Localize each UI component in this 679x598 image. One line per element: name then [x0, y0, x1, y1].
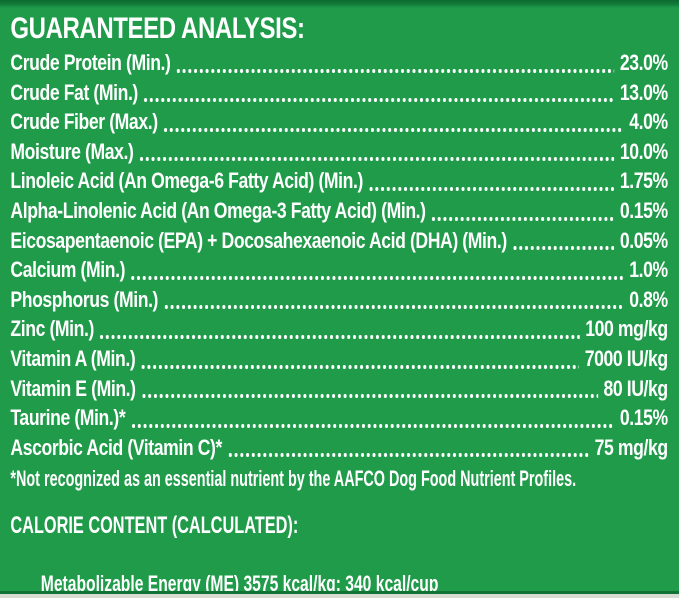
nutrient-label: Taurine (Min.)*: [10, 405, 126, 431]
nutrient-value: 0.15%: [619, 405, 668, 431]
analysis-row: Vitamin E (Min.) 80 IU/kg: [10, 375, 668, 406]
dot-leader: [368, 185, 615, 192]
dot-leader: [139, 156, 615, 163]
nutrient-label: Phosphorus (Min.): [10, 286, 159, 312]
analysis-row: Calcium (Min.) 1.0%: [10, 257, 668, 287]
nutrient-value: 23.0%: [619, 50, 668, 75]
analysis-rows: Crude Protein (Min.) 23.0% Crude Fat (Mi…: [10, 50, 668, 465]
nutrient-value: 100 mg/kg: [585, 316, 668, 342]
analysis-row: Linoleic Acid (An Omega-6 Fatty Acid) (M…: [10, 168, 668, 198]
nutrient-value: 0.15%: [619, 197, 668, 223]
dot-leader: [140, 363, 580, 370]
nutrient-value: 13.0%: [619, 79, 668, 105]
analysis-row: Phosphorus (Min.) 0.8%: [10, 286, 668, 317]
analysis-row: Alpha-Linolenic Acid (An Omega-3 Fatty A…: [10, 197, 668, 228]
nutrient-label: Vitamin A (Min.): [10, 345, 136, 371]
dot-leader: [143, 97, 615, 104]
nutrient-label: Eicosapentaenoic (EPA) + Docosahexaenoic…: [10, 227, 507, 253]
analysis-row: Taurine (Min.)* 0.15%: [10, 405, 668, 435]
nutrient-value: 80 IU/kg: [603, 375, 668, 401]
nutrient-label: Zinc (Min.): [10, 316, 94, 342]
nutrient-value: 1.0%: [629, 257, 668, 283]
analysis-row: Crude Fat (Min.) 13.0%: [10, 79, 668, 110]
dot-leader: [130, 274, 624, 281]
dot-leader: [512, 245, 615, 252]
nutrient-value: 4.0%: [629, 109, 668, 135]
label-top-edge: [0, 0, 679, 8]
nutrient-label: Crude Fiber (Max.): [10, 109, 158, 135]
calorie-content-title: CALORIE CONTENT (CALCULATED):: [10, 512, 299, 540]
nutrient-label: Calcium (Min.): [10, 257, 126, 283]
nutrient-label: Crude Fat (Min.): [10, 79, 138, 105]
dot-leader: [431, 215, 615, 222]
calorie-content-section: CALORIE CONTENT (CALCULATED):: [10, 511, 667, 540]
analysis-row: Crude Fiber (Max.) 4.0%: [10, 109, 668, 139]
nutrient-label: Moisture (Max.): [10, 138, 134, 164]
analysis-row: Crude Protein (Min.) 23.0%: [10, 50, 668, 80]
aafco-footnote-text: *Not recognized as an essential nutrient…: [10, 466, 577, 492]
nutrient-label: Vitamin E (Min.): [10, 375, 136, 401]
analysis-row: Eicosapentaenoic (EPA) + Docosahexaenoic…: [10, 227, 668, 258]
label-bottom-edge: [0, 591, 679, 594]
dot-leader: [163, 126, 624, 133]
analysis-row: Zinc (Min.) 100 mg/kg: [10, 316, 668, 346]
nutrient-value: 75 mg/kg: [594, 434, 668, 460]
nutrient-value: 0.8%: [629, 286, 668, 312]
nutrient-label: Ascorbic Acid (Vitamin C)*: [10, 434, 222, 460]
dot-leader: [227, 452, 590, 459]
dot-leader: [163, 304, 624, 311]
nutrient-label: Crude Protein (Min.): [10, 50, 171, 75]
dot-leader: [141, 393, 598, 400]
analysis-row: Vitamin A (Min.) 7000 IU/kg: [10, 345, 668, 376]
analysis-row: Moisture (Max.) 10.0%: [10, 138, 668, 169]
label-content: GUARANTEED ANALYSIS: Crude Protein (Min.…: [0, 8, 679, 598]
label-bottom-border: [0, 594, 679, 598]
nutrient-label: Alpha-Linolenic Acid (An Omega-3 Fatty A…: [10, 197, 426, 223]
nutrient-value: 7000 IU/kg: [584, 345, 668, 371]
metabolizable-energy-row: Metabolizable Energy (ME) 3575 kcal/kg; …: [10, 540, 667, 598]
analysis-row: Ascorbic Acid (Vitamin C)* 75 mg/kg: [10, 434, 668, 465]
nutrient-value: 0.05%: [619, 227, 668, 253]
guaranteed-analysis-title: GUARANTEED ANALYSIS:: [10, 12, 305, 45]
nutrient-value: 1.75%: [619, 168, 668, 194]
nutrient-value: 10.0%: [619, 138, 668, 164]
nutrient-label: Linoleic Acid (An Omega-6 Fatty Acid) (M…: [10, 168, 363, 194]
dot-leader: [99, 333, 580, 340]
dot-leader: [130, 422, 615, 429]
dot-leader: [176, 67, 615, 74]
aafco-footnote: *Not recognized as an essential nutrient…: [10, 464, 667, 494]
